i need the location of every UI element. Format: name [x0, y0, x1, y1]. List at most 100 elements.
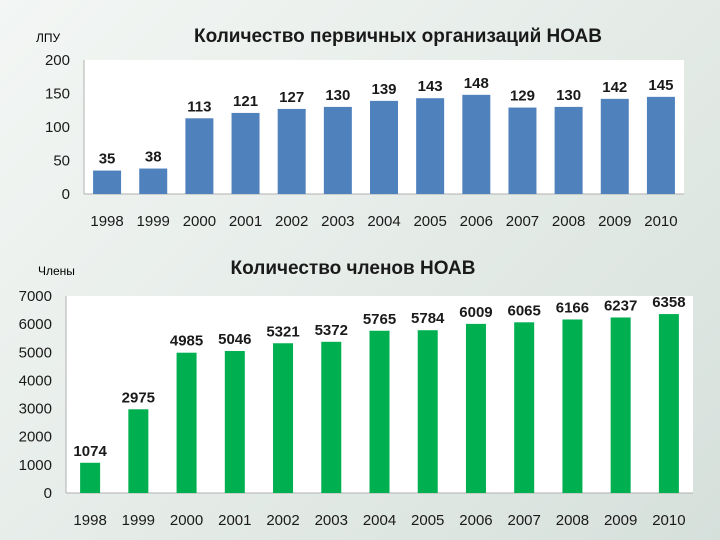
data-label: 38 [145, 149, 162, 166]
bar [370, 100, 398, 194]
data-label: 35 [99, 151, 116, 168]
y-tick-label: 0 [62, 186, 70, 203]
bar [231, 112, 260, 194]
y-tick-label: 200 [45, 52, 70, 69]
x-tick-label: 2004 [367, 213, 400, 230]
bar [600, 98, 629, 194]
bar [185, 118, 214, 194]
bar [224, 350, 245, 493]
data-label: 6358 [652, 294, 685, 311]
data-label: 2975 [122, 389, 155, 406]
x-tick-label: 2001 [229, 213, 262, 230]
bar [462, 94, 491, 194]
x-axis-ticks: 1998 1999 2000 2001 2002 2003 2004 2005 2006 2007… [90, 213, 677, 230]
bar-series [80, 314, 679, 493]
data-label: 5784 [411, 310, 445, 327]
bar [128, 409, 149, 493]
x-tick-label: 2007 [508, 512, 541, 529]
x-tick-label: 2009 [604, 512, 637, 529]
y-tick-label: 50 [53, 153, 70, 170]
x-tick-label: 2004 [363, 512, 396, 529]
y-tick-label: 150 [45, 86, 70, 103]
data-label: 1074 [73, 443, 107, 460]
bar [646, 96, 675, 194]
data-label: 129 [510, 88, 535, 105]
bar [417, 330, 438, 493]
x-tick-label: 1999 [137, 213, 170, 230]
data-label: 130 [556, 87, 581, 104]
data-label: 113 [187, 98, 211, 115]
bar [176, 352, 197, 493]
bar [514, 322, 535, 493]
bar [562, 319, 583, 493]
bar [508, 107, 537, 194]
y-tick-label: 2000 [19, 429, 52, 446]
bar [323, 106, 352, 194]
data-label: 139 [371, 81, 396, 98]
chart-organizations: ЛПУ Количество первичных организаций НОА… [36, 26, 684, 230]
data-labels: 35 38 113 121 127 130 139 143 148 129 130 142 145 [99, 75, 674, 168]
bar [610, 317, 631, 493]
bar [273, 343, 294, 493]
bar [658, 314, 679, 493]
y-tick-label: 100 [45, 119, 70, 136]
data-label: 4985 [170, 333, 203, 350]
data-label: 5765 [363, 311, 396, 328]
y-axis-ticks: 0 50 100 150 200 [45, 52, 70, 203]
bar [80, 462, 101, 493]
data-label: 5372 [315, 322, 348, 339]
x-tick-label: 2003 [321, 213, 354, 230]
x-tick-label: 2005 [413, 213, 446, 230]
bar [554, 106, 583, 194]
chart-members: Члены Количество членов НОАВ 0 1000 2000 30… [19, 258, 693, 529]
y-tick-label: 6000 [19, 316, 52, 333]
y-tick-label: 0 [44, 485, 52, 502]
y-tick-label: 1000 [19, 457, 52, 474]
data-label: 121 [233, 93, 258, 110]
y-tick-label: 3000 [19, 401, 52, 418]
x-tick-label: 2003 [315, 512, 348, 529]
x-tick-label: 2005 [411, 512, 444, 529]
data-label: 5046 [218, 331, 251, 348]
x-tick-label: 2006 [459, 512, 492, 529]
bar [369, 330, 390, 493]
x-tick-label: 2006 [460, 213, 493, 230]
y-tick-label: 7000 [19, 288, 52, 305]
x-tick-label: 2000 [183, 213, 216, 230]
data-labels: 1074 2975 4985 5046 5321 5372 5765 5784 6009 6065… [73, 294, 685, 460]
bar [93, 170, 122, 194]
x-tick-label: 2002 [266, 512, 299, 529]
corner-label: ЛПУ [36, 31, 61, 45]
x-tick-label: 2001 [218, 512, 251, 529]
bar-series [93, 94, 675, 194]
x-tick-label: 2008 [556, 512, 589, 529]
x-tick-label: 2010 [644, 213, 677, 230]
x-tick-label: 1998 [90, 213, 123, 230]
x-tick-label: 1999 [122, 512, 155, 529]
data-label: 127 [279, 89, 304, 106]
bar [139, 168, 168, 194]
data-label: 142 [602, 79, 627, 96]
data-label: 5321 [266, 323, 299, 340]
x-tick-label: 2002 [275, 213, 308, 230]
x-axis-ticks: 1998 1999 2000 2001 2002 2003 2004 2005 2006 2007… [73, 512, 685, 529]
data-label: 6065 [508, 302, 541, 319]
chart-title: Количество первичных организаций НОАВ [194, 26, 602, 47]
y-tick-label: 5000 [19, 344, 52, 361]
x-tick-label: 2009 [598, 213, 631, 230]
data-label: 6237 [604, 297, 637, 314]
bar [277, 108, 306, 194]
data-label: 148 [464, 75, 489, 92]
data-label: 130 [325, 87, 350, 104]
data-label: 6009 [459, 304, 492, 321]
bar [321, 341, 342, 493]
y-axis-ticks: 0 1000 2000 3000 4000 5000 6000 7000 [19, 288, 52, 502]
x-tick-label: 2010 [652, 512, 685, 529]
data-label: 143 [418, 78, 443, 95]
x-tick-label: 2007 [506, 213, 539, 230]
x-tick-label: 2008 [552, 213, 585, 230]
data-label: 6166 [556, 299, 589, 316]
x-tick-label: 2000 [170, 512, 203, 529]
bar [416, 98, 445, 194]
